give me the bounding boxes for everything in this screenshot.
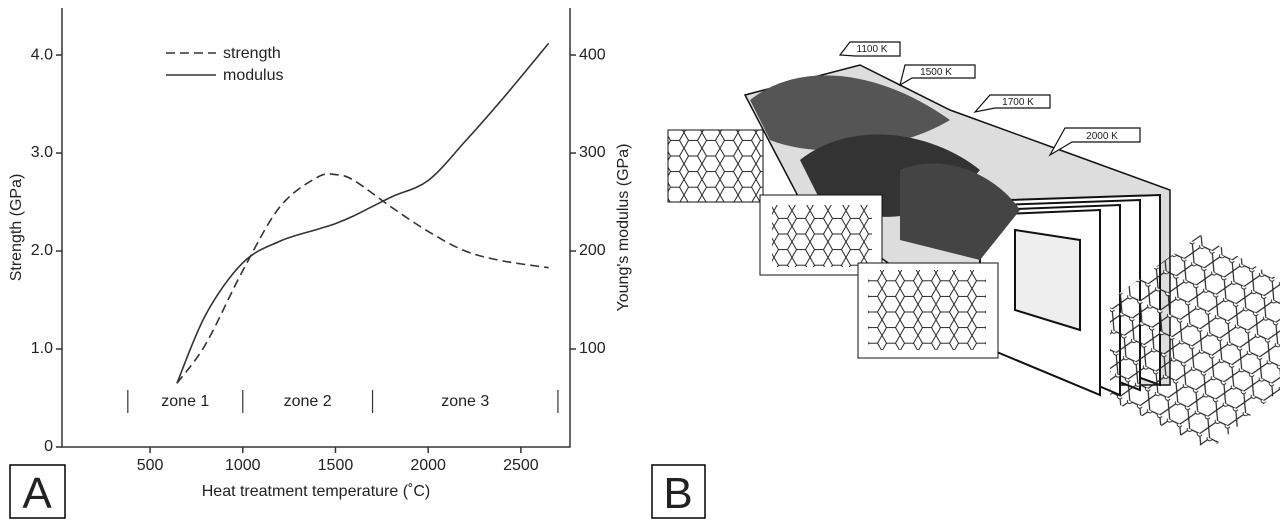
x-tick-label: 1500 (318, 457, 354, 474)
series-line (176, 173, 549, 384)
legend-label: strength (223, 45, 281, 62)
lattice (772, 205, 872, 267)
graphite-lattice (1110, 235, 1280, 450)
tag-label: 2000 K (1086, 131, 1118, 142)
panel-b: 1100 K 1500 K 1700 K 2000 K (667, 41, 1280, 450)
y2-tick-label: 300 (579, 144, 606, 161)
y-tick-label: 4.0 (31, 46, 53, 63)
y2-tick-label: 400 (579, 46, 606, 63)
panel-label: B (663, 469, 692, 518)
y2-tick-label: 200 (579, 242, 606, 259)
zone-label: zone 1 (161, 393, 209, 410)
zone-label: zone 2 (284, 393, 332, 410)
panel-a: 500 1000 1500 2000 2500 0 1.0 2.0 3.0 4.0 100 200 30… (8, 8, 632, 500)
x-axis-label: Heat treatment temperature (˚C) (202, 483, 431, 500)
y-tick-label: 3.0 (31, 144, 53, 161)
temperature-tags (838, 41, 1141, 157)
x-tick-label: 500 (137, 457, 164, 474)
tag-label: 1100 K (857, 44, 888, 55)
panel-label: A (22, 469, 52, 518)
crumpled-layers (750, 75, 950, 151)
y-tick-label: 2.0 (31, 242, 53, 259)
tag-label: 1500 K (920, 67, 952, 78)
panel-label-box (651, 464, 706, 519)
lattice (868, 270, 986, 350)
y2-tick-label: 100 (579, 340, 606, 357)
y-tick-label: 1.0 (31, 340, 53, 357)
x-tick-label: 2500 (503, 457, 539, 474)
y-axis-label: Strength (GPa) (8, 174, 25, 282)
y2-axis-label: Young's modulus (GPa) (615, 144, 632, 312)
x-tick-label: 1000 (225, 457, 261, 474)
y-tick-label: 0 (44, 438, 53, 455)
x-tick-label: 2000 (410, 457, 446, 474)
legend-label: modulus (223, 67, 283, 84)
crumpled-layers (900, 163, 1020, 260)
graphite-plates (979, 193, 1161, 397)
tag-label: 1700 K (1002, 97, 1034, 108)
zone-label: zone 3 (441, 393, 489, 410)
series-line (176, 42, 550, 384)
panel-label-box (9, 464, 66, 519)
axis-frame (61, 8, 571, 448)
lattice-box (667, 129, 764, 203)
